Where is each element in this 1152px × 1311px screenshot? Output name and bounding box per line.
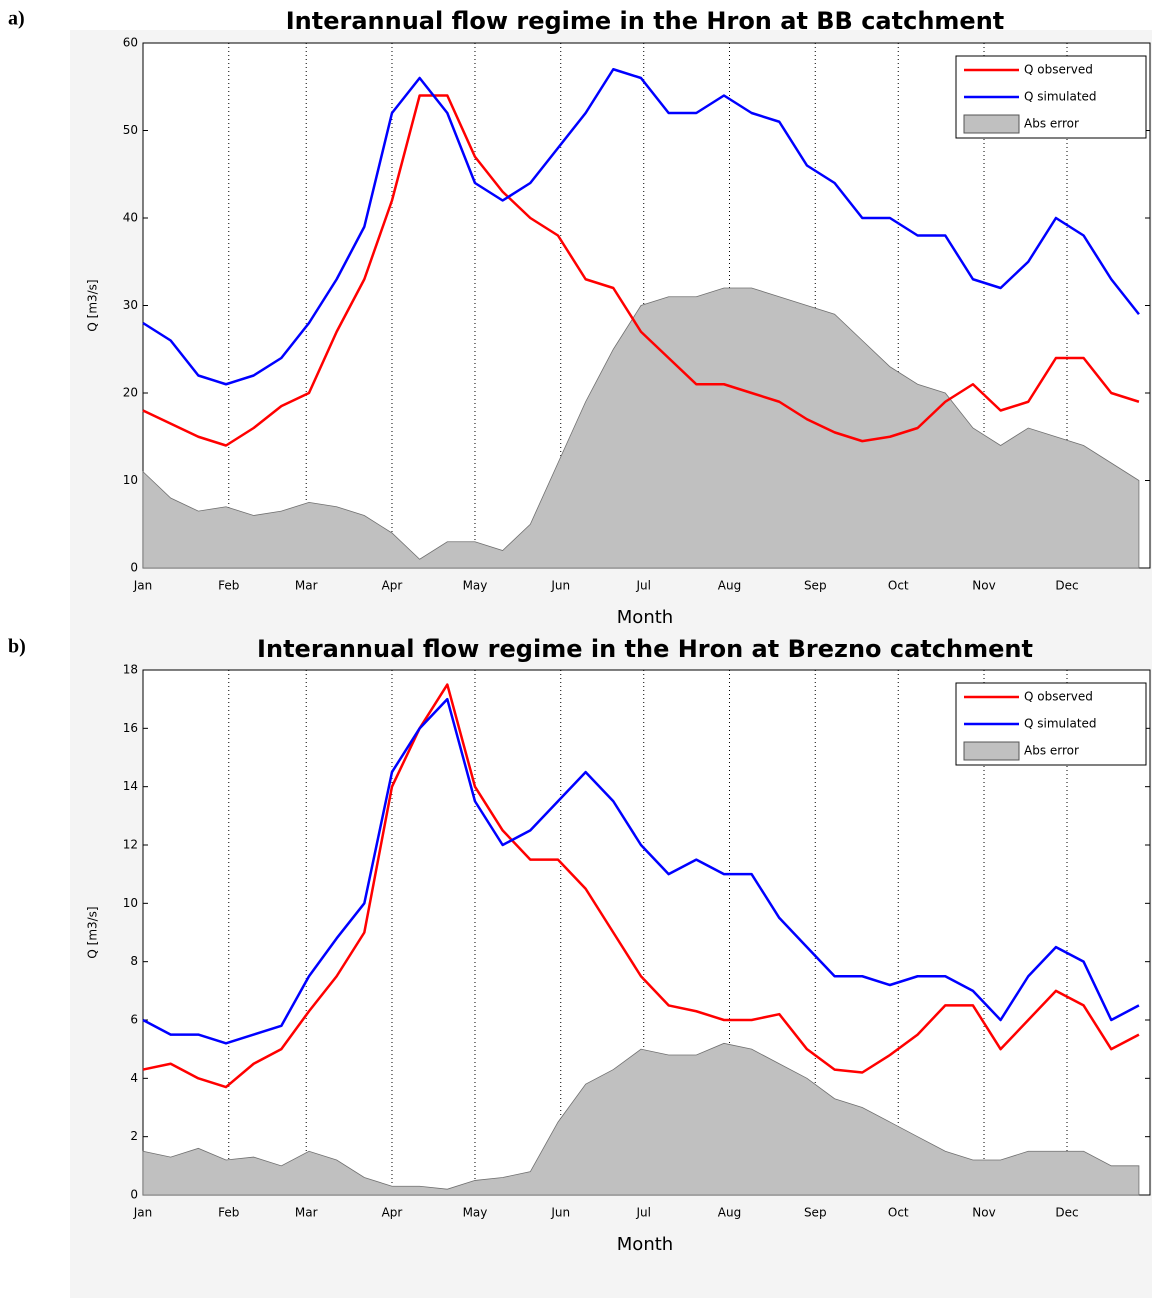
chart: b) Interannual flow regime in the Hron at… <box>8 635 1152 1298</box>
x-axis-label: Month <box>617 1234 673 1255</box>
x-tick-label: Jul <box>635 579 650 593</box>
error-area <box>142 287 1140 569</box>
x-tick-label: Nov <box>972 1206 995 1220</box>
x-axis-label: Month <box>617 607 673 628</box>
x-tick-label: Mar <box>295 1206 318 1220</box>
panel-label: a) <box>8 8 25 30</box>
legend-swatch <box>963 114 1020 134</box>
chart: a) Interannual flow regime in the Hron at… <box>8 7 1152 670</box>
x-tick-label: Aug <box>718 579 741 593</box>
legend-label: Abs error <box>1024 744 1079 758</box>
y-tick-label: 50 <box>123 123 138 137</box>
legend-label: Q simulated <box>1024 90 1097 104</box>
x-tick-label: Jan <box>133 1206 153 1220</box>
legend-label: Q observed <box>1024 690 1093 704</box>
y-tick-label: 60 <box>123 36 138 50</box>
series-line <box>142 683 1140 1089</box>
y-tick-label: 2 <box>130 1129 138 1143</box>
x-tick-label: Jan <box>133 579 153 593</box>
y-tick-label: 30 <box>123 298 138 312</box>
x-tick-label: Dec <box>1055 579 1078 593</box>
y-tick-label: 4 <box>130 1071 138 1085</box>
chart-title: Interannual flow regime in the Hron at B… <box>257 635 1033 663</box>
x-tick-label: Dec <box>1055 1206 1078 1220</box>
legend-label: Q simulated <box>1024 717 1097 731</box>
series-line <box>142 94 1140 447</box>
y-axis-label: Q [m3/s] <box>86 279 100 331</box>
x-tick-label: Jul <box>635 1206 650 1220</box>
y-tick-label: 18 <box>123 663 138 677</box>
x-tick-label: Aug <box>718 1206 741 1220</box>
x-tick-label: Nov <box>972 579 995 593</box>
y-tick-label: 6 <box>130 1013 138 1027</box>
x-tick-label: May <box>463 1206 488 1220</box>
y-axis-label: Q [m3/s] <box>86 906 100 958</box>
y-tick-label: 0 <box>130 561 138 575</box>
x-tick-label: Apr <box>382 579 403 593</box>
x-tick-label: Apr <box>382 1206 403 1220</box>
x-tick-label: Jun <box>550 579 570 593</box>
y-tick-label: 0 <box>130 1188 138 1202</box>
x-tick-label: Mar <box>295 579 318 593</box>
x-tick-label: Feb <box>218 579 239 593</box>
x-tick-label: May <box>463 579 488 593</box>
x-tick-label: Oct <box>888 1206 909 1220</box>
y-tick-label: 40 <box>123 211 138 225</box>
y-tick-label: 12 <box>123 838 138 852</box>
y-tick-label: 14 <box>123 779 138 793</box>
series-line <box>142 697 1140 1045</box>
legend-label: Abs error <box>1024 117 1079 131</box>
chart-title: Interannual flow regime in the Hron at B… <box>286 7 1005 35</box>
x-tick-label: Sep <box>804 579 827 593</box>
y-tick-label: 10 <box>123 473 138 487</box>
y-tick-label: 10 <box>123 896 138 910</box>
legend-label: Q observed <box>1024 63 1093 77</box>
y-tick-label: 16 <box>123 721 138 735</box>
x-tick-label: Sep <box>804 1206 827 1220</box>
x-tick-label: Feb <box>218 1206 239 1220</box>
x-tick-label: Jun <box>550 1206 570 1220</box>
series-line <box>142 68 1140 386</box>
legend-swatch <box>963 741 1020 761</box>
error-area <box>142 1042 1140 1196</box>
panel-label: b) <box>8 636 26 658</box>
y-tick-label: 8 <box>130 954 138 968</box>
x-tick-label: Oct <box>888 579 909 593</box>
y-tick-label: 20 <box>123 386 138 400</box>
